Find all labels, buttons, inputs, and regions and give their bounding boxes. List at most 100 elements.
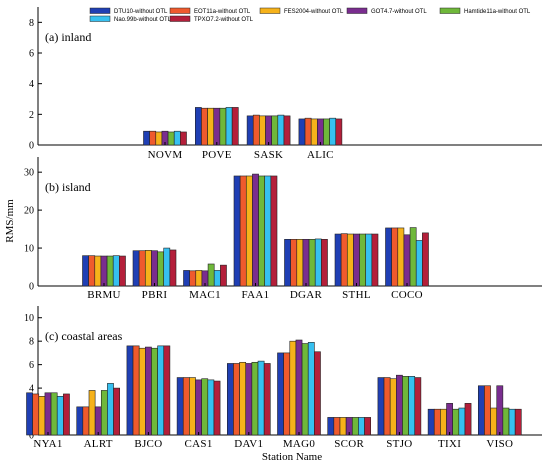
x-tick-label: VISO	[486, 438, 513, 450]
y-tick-label: 4	[29, 384, 34, 395]
bar	[173, 130, 181, 146]
bar	[157, 345, 165, 436]
x-tick-label: CAS1	[185, 438, 213, 450]
bar	[163, 247, 171, 287]
bar	[307, 342, 315, 436]
y-tick-label: 0	[29, 282, 34, 293]
bar	[251, 361, 259, 436]
bar-group-cas1	[176, 377, 221, 436]
bar-group-dgar	[284, 238, 328, 287]
bar	[157, 251, 165, 287]
legend-swatch	[439, 7, 461, 14]
y-tick-label: 2	[29, 110, 34, 121]
bar-group-tixi	[427, 403, 472, 436]
bar	[227, 363, 234, 436]
bar	[304, 117, 312, 146]
bar	[283, 115, 291, 146]
bar	[270, 175, 278, 287]
legend-entry: Hamtide11a-without OTL	[464, 9, 531, 15]
bar-group-mac1	[183, 263, 227, 287]
bar	[233, 363, 240, 436]
bar	[277, 352, 284, 436]
bar	[484, 385, 491, 436]
bar	[207, 263, 215, 287]
bar	[126, 345, 134, 436]
panel-2: 0 10 20 30 (b) island BRMU PBRI MAC1 FAA1 DGAR STH…	[24, 157, 542, 301]
bar	[119, 255, 126, 287]
bar	[321, 239, 328, 287]
legend-swatch	[259, 7, 281, 14]
bar-group-scor	[327, 417, 371, 436]
x-tick-label: FAA1	[242, 289, 270, 301]
bar	[365, 233, 373, 287]
bar	[138, 250, 146, 287]
bar	[496, 385, 504, 436]
x-tick-label: SASK	[254, 149, 283, 161]
bar	[245, 175, 253, 287]
bar	[231, 107, 239, 146]
x-tick-label: STJO	[386, 438, 412, 450]
panel-label: (b) island	[45, 180, 91, 194]
bar	[195, 379, 202, 436]
legend-entry: DTU10-without OTL	[114, 9, 168, 15]
bar	[26, 392, 33, 436]
bar	[63, 393, 70, 436]
bar	[389, 378, 397, 436]
bar	[440, 408, 447, 436]
bar	[132, 250, 140, 287]
bar	[82, 406, 90, 436]
bar	[182, 377, 190, 436]
x-tick-label: COCO	[391, 289, 423, 301]
bar	[38, 395, 46, 436]
x-tick-label: DGAR	[290, 289, 323, 301]
bar	[180, 131, 187, 146]
bar	[383, 377, 391, 436]
bar	[317, 118, 324, 146]
bar-group-sthl	[334, 233, 379, 287]
bar	[106, 255, 114, 287]
bar	[298, 118, 306, 146]
bar	[409, 227, 417, 287]
bar	[333, 417, 341, 436]
y-tick-label: 8	[29, 337, 34, 348]
bar	[239, 175, 247, 287]
bar-group-viso	[477, 385, 522, 436]
chart-panels: 0 2 4 6 8 (a) inland NOVM POVE SASK ALIC 0 10 20 30 (b…	[24, 7, 542, 450]
x-tick-label: STHL	[342, 289, 371, 301]
bar	[295, 339, 303, 436]
bar-group-alrt	[76, 383, 120, 436]
bar	[340, 233, 348, 287]
bar	[132, 345, 140, 436]
bar	[452, 408, 460, 436]
bar	[310, 118, 318, 146]
bar	[296, 239, 304, 287]
bar	[385, 227, 392, 287]
bar	[283, 352, 291, 436]
bar	[207, 107, 215, 146]
bar	[323, 118, 330, 146]
bar	[263, 363, 271, 436]
bar	[233, 175, 241, 287]
bar	[213, 107, 221, 146]
bar	[143, 130, 150, 146]
bar	[107, 383, 114, 436]
y-tick-label: 4	[29, 79, 34, 90]
bar	[201, 378, 209, 436]
bar	[277, 114, 285, 146]
bar	[245, 363, 253, 436]
bar	[353, 233, 360, 287]
bar	[252, 173, 259, 287]
bar	[408, 376, 416, 436]
bar	[145, 346, 152, 436]
bar	[82, 255, 89, 287]
bar	[446, 403, 453, 436]
bar	[264, 175, 272, 287]
y-tick-label: 30	[24, 168, 34, 179]
bar	[351, 417, 359, 436]
bar	[225, 107, 233, 146]
bar	[56, 395, 64, 436]
bar	[477, 385, 485, 436]
bar	[252, 114, 260, 146]
bar-group-brmu	[82, 255, 126, 287]
bar	[155, 131, 163, 146]
